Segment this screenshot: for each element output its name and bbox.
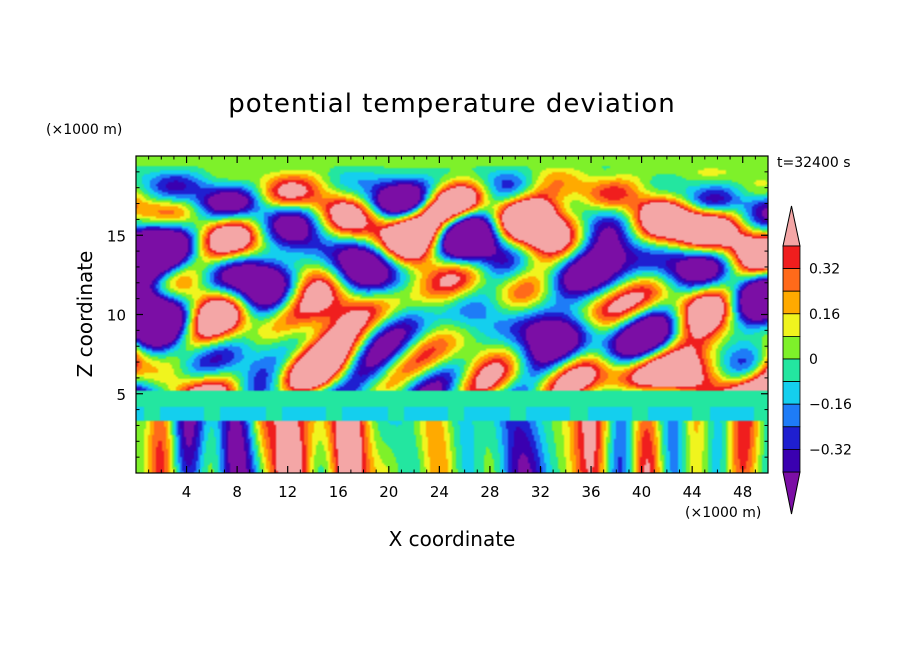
chart-title: potential temperature deviation [228,89,675,119]
colorbar-label: 0 [809,352,818,368]
colorbar: 0.32 0.16 0 −0.16 −0.32 [782,205,852,515]
x-tick-label: 12 [278,483,297,501]
colorbar-band [782,358,801,383]
x-tick-label: 44 [683,483,702,501]
x-tick-label: 32 [531,483,550,501]
colorbar-label: −0.32 [809,442,852,458]
colorbar-extend-bottom [782,471,801,515]
colorbar-band [782,403,801,428]
x-tick-label: 20 [379,483,398,501]
x-tick-label: 24 [430,483,449,501]
colorbar-band [782,245,801,270]
colorbar-label: 0.16 [809,307,840,323]
colorbar-band [782,313,801,337]
colorbar-band [782,290,801,315]
y-tick-label: 5 [116,386,126,404]
colorbar-label: −0.16 [809,397,852,413]
colorbar-band [782,335,801,360]
y-unit-label: (×1000 m) [46,122,122,138]
y-tick-label: 15 [107,227,126,245]
time-label: t=32400 s [777,155,851,171]
x-tick-label: 4 [182,483,192,501]
x-tick-label: 40 [632,483,651,501]
x-tick-label: 48 [733,483,752,501]
x-tick-label: 8 [232,483,242,501]
colorbar-extend-top [782,205,801,247]
x-unit-label: (×1000 m) [685,505,761,521]
x-tick-label: 36 [581,483,600,501]
y-axis: 5 10 15 [107,171,768,458]
colorbar-label: 0.32 [809,262,840,278]
contour-field [136,156,768,473]
x-tick-label: 28 [480,483,499,501]
y-axis-label: Z coordinate [73,251,97,378]
x-axis-label: X coordinate [389,527,516,551]
x-tick-label: 16 [329,483,348,501]
colorbar-band [782,426,801,450]
x-axis: 4 8 12 16 20 24 28 32 36 40 44 48 [148,156,756,501]
colorbar-band [782,381,801,405]
plot-area [135,155,769,474]
colorbar-band [782,268,801,292]
y-tick-label: 10 [107,307,126,325]
colorbar-band [782,448,801,473]
